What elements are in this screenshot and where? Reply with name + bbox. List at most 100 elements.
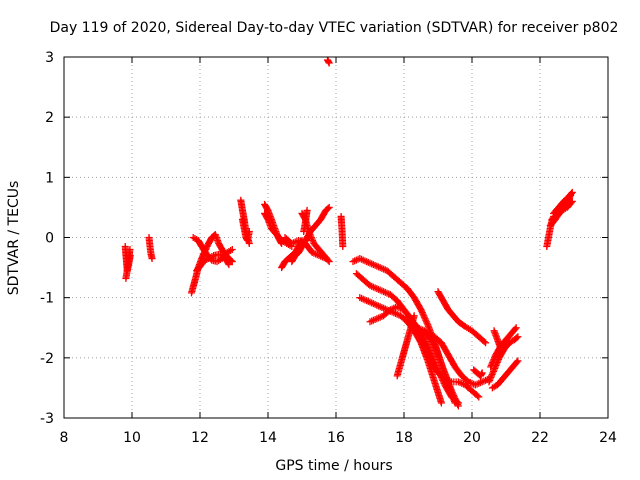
x-axis-tick-labels: 8 10 12 14 16 18 20 22 24 bbox=[60, 430, 617, 446]
data-point bbox=[470, 366, 478, 374]
data-point bbox=[267, 224, 275, 232]
data-point bbox=[422, 318, 430, 326]
data-point bbox=[264, 206, 272, 214]
data-point bbox=[416, 333, 424, 341]
data-point bbox=[240, 224, 248, 232]
data-point bbox=[424, 351, 432, 359]
data-point bbox=[431, 378, 439, 386]
data-point bbox=[400, 348, 408, 356]
data-point bbox=[421, 315, 429, 323]
data-point bbox=[403, 285, 411, 293]
data-point bbox=[485, 378, 493, 386]
data-point bbox=[454, 402, 462, 410]
data-point bbox=[317, 215, 325, 223]
data-point bbox=[511, 336, 518, 344]
data-point bbox=[220, 252, 228, 260]
data-point bbox=[509, 363, 517, 371]
data-point bbox=[433, 348, 441, 356]
data-point bbox=[420, 340, 428, 348]
x-tick-label: 18 bbox=[395, 430, 413, 446]
data-point bbox=[429, 340, 437, 348]
data-point bbox=[363, 297, 371, 305]
data-point bbox=[424, 321, 432, 329]
data-point bbox=[513, 358, 521, 366]
data-point bbox=[458, 372, 466, 380]
data-point bbox=[427, 357, 435, 365]
data-point bbox=[288, 240, 296, 248]
data-point bbox=[300, 227, 308, 235]
data-point bbox=[145, 234, 153, 241]
data-point bbox=[239, 215, 246, 223]
data-point bbox=[349, 258, 357, 266]
data-point bbox=[418, 337, 426, 345]
data-point bbox=[261, 200, 269, 208]
data-point bbox=[439, 297, 447, 305]
data-point bbox=[444, 306, 452, 314]
data-point bbox=[383, 267, 391, 275]
data-point bbox=[490, 366, 498, 374]
data-point bbox=[147, 250, 155, 258]
x-tick-label: 24 bbox=[599, 430, 617, 446]
data-point bbox=[397, 312, 405, 320]
data-point bbox=[490, 327, 498, 335]
data-point bbox=[434, 369, 442, 377]
data-point bbox=[196, 262, 204, 270]
data-point bbox=[211, 230, 219, 238]
data-point bbox=[308, 249, 316, 257]
data-point bbox=[468, 387, 476, 395]
data-point bbox=[428, 337, 436, 345]
data-point bbox=[126, 252, 134, 260]
data-point bbox=[325, 203, 333, 211]
data-point bbox=[568, 188, 576, 196]
data-point bbox=[194, 237, 202, 245]
data-point bbox=[126, 246, 134, 254]
data-point bbox=[198, 243, 206, 251]
data-point bbox=[410, 294, 418, 302]
data-point bbox=[366, 318, 374, 326]
x-tick-label: 16 bbox=[327, 430, 345, 446]
data-point bbox=[148, 255, 156, 263]
data-point bbox=[475, 333, 483, 341]
data-point bbox=[397, 360, 405, 368]
series-track-t24 bbox=[415, 325, 462, 408]
data-point bbox=[199, 258, 207, 266]
data-point bbox=[369, 300, 377, 308]
data-point bbox=[420, 342, 428, 350]
plot-frame bbox=[63, 56, 609, 419]
data-point bbox=[478, 378, 486, 386]
data-point bbox=[228, 246, 236, 254]
data-point bbox=[244, 237, 252, 245]
data-point bbox=[437, 339, 445, 347]
x-tick-label: 14 bbox=[259, 430, 277, 446]
data-point bbox=[376, 303, 384, 311]
data-point bbox=[366, 282, 374, 290]
data-point bbox=[338, 227, 346, 235]
series-track-t23 bbox=[394, 313, 418, 378]
data-point bbox=[393, 297, 401, 305]
data-point bbox=[418, 336, 426, 344]
x-tick-label: 12 bbox=[191, 430, 209, 446]
data-point bbox=[380, 288, 388, 296]
data-point bbox=[454, 318, 462, 326]
data-point bbox=[425, 352, 433, 360]
data-point bbox=[563, 203, 571, 211]
data-point bbox=[441, 369, 449, 377]
data-point bbox=[568, 197, 576, 205]
data-point bbox=[123, 267, 131, 275]
data-point bbox=[339, 243, 347, 251]
data-point bbox=[193, 267, 201, 275]
data-point bbox=[454, 378, 462, 386]
data-point bbox=[121, 243, 129, 251]
x-tick-label: 10 bbox=[123, 430, 141, 446]
data-point bbox=[208, 234, 216, 241]
data-point bbox=[325, 59, 333, 67]
data-point bbox=[548, 215, 556, 223]
data-point bbox=[488, 384, 496, 392]
data-point bbox=[324, 256, 332, 264]
data-point bbox=[191, 277, 199, 285]
data-point bbox=[400, 306, 408, 314]
data-point bbox=[295, 249, 303, 257]
grid-lines bbox=[64, 57, 608, 418]
data-point bbox=[307, 227, 314, 235]
